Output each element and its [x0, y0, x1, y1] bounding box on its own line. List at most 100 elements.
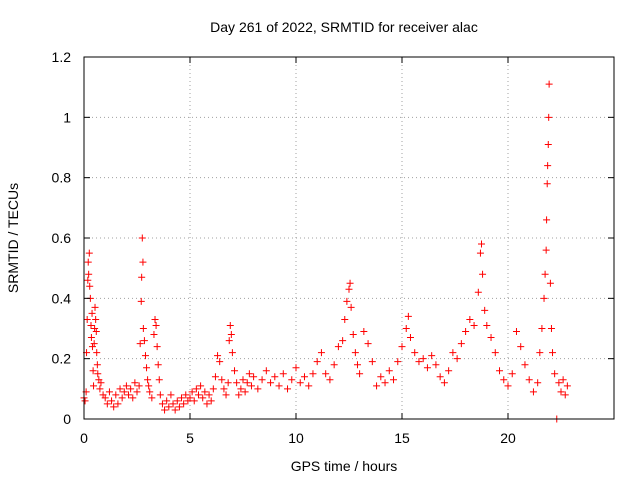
data-point [402, 325, 410, 332]
data-point [543, 216, 551, 224]
data-point [201, 388, 209, 396]
data-point [233, 379, 241, 387]
data-point [517, 343, 525, 351]
data-point [175, 403, 183, 411]
data-point [118, 394, 126, 402]
data-point [225, 337, 233, 345]
data-point [543, 180, 551, 188]
data-point [143, 364, 151, 372]
data-point [478, 240, 485, 248]
data-point [544, 140, 552, 148]
data-point [258, 376, 266, 384]
data-point [474, 288, 482, 296]
data-point [457, 340, 465, 348]
data-point [84, 258, 92, 266]
data-point [279, 370, 287, 378]
data-point [470, 321, 478, 329]
data-point [235, 391, 243, 399]
data-point [88, 343, 96, 351]
data-point [322, 370, 330, 378]
data-point [508, 370, 516, 378]
data-point [90, 382, 98, 390]
data-point [500, 376, 508, 384]
data-point [188, 388, 196, 396]
data-point [135, 382, 143, 390]
data-point [504, 382, 512, 390]
data-point [309, 370, 317, 378]
data-point [86, 282, 94, 290]
axis-ticks: 0 5 10 15 20 0 0.2 0.4 0.6 0.8 1 1.2 [52, 49, 614, 446]
data-point [116, 385, 124, 393]
data-point [521, 361, 529, 369]
data-point [81, 397, 89, 405]
data-point [101, 394, 109, 402]
data-point [85, 249, 93, 257]
data-point [250, 373, 258, 381]
data-point [356, 370, 364, 378]
data-point [226, 321, 234, 329]
data-point [129, 394, 137, 402]
data-point [122, 382, 130, 390]
data-point [105, 388, 113, 396]
data-point [243, 379, 251, 387]
data-point [90, 340, 98, 348]
data-point [544, 162, 552, 170]
data-point [158, 400, 166, 408]
y-tick-label: 1.2 [52, 49, 72, 65]
data-point [137, 297, 145, 305]
data-point [496, 367, 504, 375]
data-point [398, 343, 406, 351]
y-tick-label: 0.4 [52, 290, 72, 306]
data-point [93, 361, 101, 369]
data-point [167, 391, 175, 399]
data-point [353, 361, 361, 369]
data-point [284, 385, 292, 393]
data-point [182, 391, 190, 399]
data-points [80, 80, 571, 423]
data-point [343, 297, 351, 305]
data-point [88, 309, 96, 317]
data-point [347, 303, 355, 311]
data-point [330, 361, 338, 369]
data-point [557, 388, 565, 396]
data-point [155, 376, 163, 384]
gridlines [84, 57, 614, 419]
data-point [163, 397, 171, 405]
data-point [94, 370, 102, 378]
data-point [199, 394, 207, 402]
data-point [87, 334, 95, 342]
data-point [148, 394, 156, 402]
data-point [341, 315, 349, 323]
data-point [267, 379, 275, 387]
data-point [542, 246, 550, 254]
data-point [300, 373, 308, 381]
data-point [404, 312, 412, 320]
data-point [139, 325, 147, 332]
data-point [445, 367, 453, 375]
data-point [481, 306, 489, 314]
data-point [108, 397, 116, 405]
data-point [288, 376, 296, 384]
data-point [305, 382, 313, 390]
data-point [545, 80, 553, 88]
data-point [89, 367, 97, 375]
data-point [262, 367, 270, 375]
data-point [85, 270, 93, 278]
data-point [227, 331, 235, 339]
data-point [345, 285, 353, 293]
data-point [156, 391, 164, 399]
data-point [534, 379, 542, 387]
data-point [247, 382, 255, 390]
data-point [220, 385, 228, 393]
data-point [222, 391, 230, 399]
data-point [241, 388, 249, 396]
data-point [462, 328, 470, 336]
x-tick-label: 5 [186, 430, 194, 446]
data-point [131, 379, 139, 387]
data-point [91, 325, 99, 332]
data-point [559, 376, 567, 384]
data-point [453, 355, 461, 363]
data-point [178, 394, 186, 402]
data-point [192, 385, 200, 393]
